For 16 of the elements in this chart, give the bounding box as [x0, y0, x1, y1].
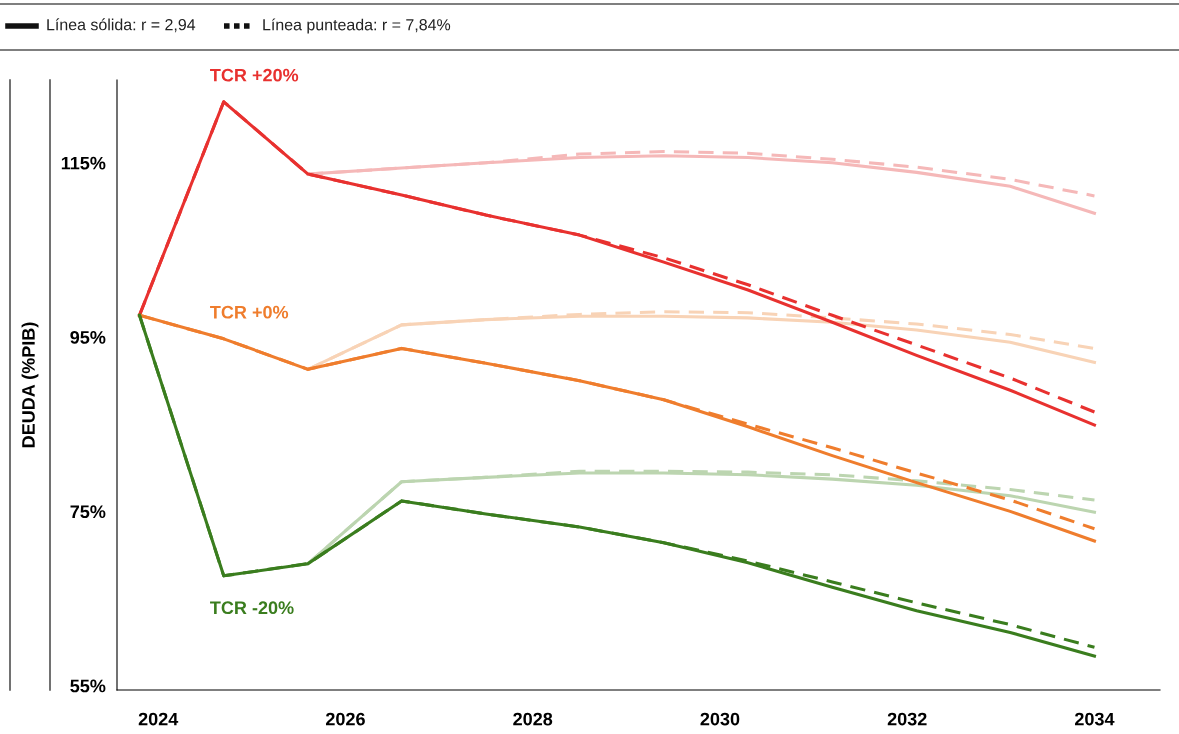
y-tick-label: 75% [70, 505, 106, 519]
x-tick-label: 2032 [887, 712, 927, 726]
x-tick-label: 2034 [1075, 712, 1115, 726]
y-tick-label: 95% [70, 331, 106, 344]
y-tick-label: 115% [61, 156, 106, 170]
series-label: TCR -20% [210, 601, 294, 615]
x-tick-label: 2026 [325, 712, 365, 726]
x-tick-label: 2030 [700, 712, 740, 726]
y-tick-label: 55% [70, 679, 106, 693]
series-label: TCR +0% [210, 305, 289, 319]
x-tick-label: 2028 [513, 712, 553, 726]
text: Línea punteada: r = 7,84% [263, 18, 451, 34]
text: Línea sólida: r = 2,94 [47, 18, 196, 33]
series-label: TCR +20% [210, 68, 299, 82]
y-axis-title: DEUDA (%PIB) [21, 322, 39, 448]
x-tick-label: 2024 [138, 712, 179, 726]
